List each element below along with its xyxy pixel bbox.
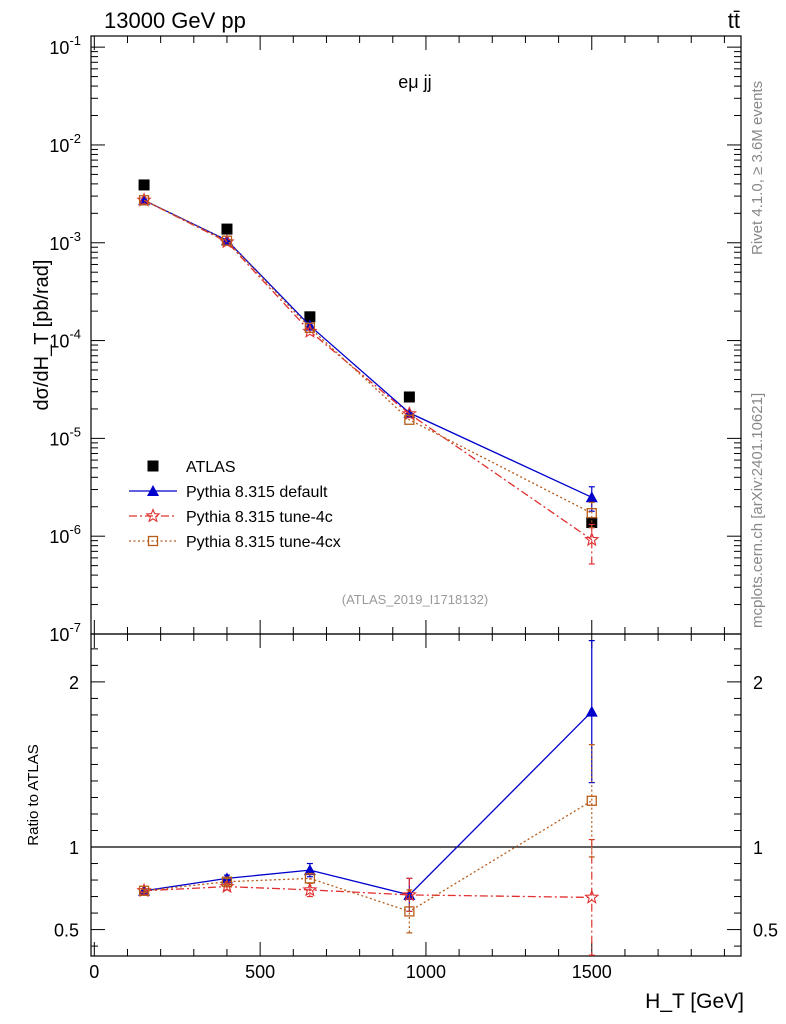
ratio-y-tick-label-right: 1 — [753, 838, 763, 858]
series-line — [143, 199, 593, 498]
data-point — [302, 881, 318, 897]
ratio-y-tick-label: 0.5 — [54, 921, 79, 941]
main-y-tick-label: 10-1 — [49, 33, 81, 58]
ratio-y-tick-label-right: 2 — [753, 673, 763, 693]
series-pythia-8-315-tune-4c — [136, 838, 600, 956]
series-atlas — [138, 179, 598, 529]
ratio-frame — [90, 633, 742, 957]
data-point — [304, 873, 316, 884]
selection-label: eμ jj — [398, 72, 431, 92]
x-tick-label: 1500 — [572, 962, 612, 982]
legend-label: Pythia 8.315 tune-4cx — [186, 534, 341, 551]
data-point — [304, 322, 316, 333]
legend-entry: Pythia 8.315 tune-4c — [129, 507, 333, 526]
data-point — [404, 414, 415, 425]
series-pythia-8-315-default — [138, 640, 598, 913]
data-point — [304, 311, 316, 323]
main-y-axis-label: dσ/dH_T [pb/rad] — [31, 260, 53, 411]
data-point — [221, 235, 233, 246]
data-point — [586, 795, 597, 806]
rivet-label: Rivet 4.1.0, ≥ 3.6M events — [749, 81, 766, 255]
legend-entry: Pythia 8.315 tune-4cx — [129, 534, 341, 551]
series-pythia-8-315-tune-4cx — [138, 744, 597, 934]
data-point — [404, 906, 415, 917]
ratio-y-tick-label: 1 — [69, 838, 79, 858]
series-line — [144, 800, 593, 913]
energy-label: 13000 GeV pp — [104, 8, 246, 33]
data-point — [585, 491, 598, 503]
data-point — [138, 179, 150, 191]
legend-label: ATLAS — [186, 459, 236, 476]
series-line — [144, 711, 593, 896]
ratio-panel: Ratio to ATLAS H_T [GeV] 0.5 0.5 1 1 2 2 0 500… — [25, 633, 778, 1013]
legend-label: Pythia 8.315 default — [186, 484, 328, 501]
data-point — [221, 223, 233, 235]
main-y-tick-label: 10-2 — [49, 131, 81, 156]
main-y-tick-label: 10-5 — [49, 424, 81, 449]
ratio-y-tick-label: 2 — [69, 673, 79, 693]
legend: ATLAS Pythia 8.315 default Pythia 8.315 tu… — [129, 459, 341, 551]
data-point — [138, 195, 150, 206]
main-panel: eμ jj (ATLAS_2019_I1718132) dσ/dH_T [pb/… — [31, 33, 742, 645]
series-pythia-8-315-tune-4cx — [138, 195, 597, 529]
legend-label: Pythia 8.315 tune-4c — [186, 509, 333, 526]
data-point — [303, 864, 316, 876]
x-tick-label: 500 — [245, 962, 275, 982]
x-tick-label: 0 — [89, 962, 99, 982]
main-y-tick-label: 10-6 — [49, 522, 81, 547]
data-point — [221, 876, 233, 887]
main-y-tick-label: 10-4 — [49, 327, 81, 352]
data-point — [584, 531, 600, 547]
main-y-tick-label: 10-7 — [49, 620, 81, 645]
data-point — [401, 405, 417, 421]
series-line — [143, 199, 593, 514]
data-point — [584, 889, 600, 904]
x-axis-label: H_T [GeV] — [645, 990, 744, 1013]
data-point — [585, 705, 598, 717]
mcplots-label: mcplots.cern.ch [arXiv:2401.10621] — [749, 393, 766, 628]
x-tick-label: 1000 — [406, 962, 446, 982]
data-point — [403, 391, 415, 403]
process-label: tt̄ — [728, 8, 740, 33]
ratio-y-tick-label-right: 0.5 — [753, 921, 778, 941]
data-point — [138, 885, 150, 896]
data-point — [401, 886, 417, 902]
data-point — [586, 517, 598, 529]
series-line — [144, 885, 592, 899]
legend-marker — [147, 485, 159, 496]
legend-marker — [147, 460, 159, 472]
legend-entry: ATLAS — [147, 459, 236, 476]
series-line — [143, 199, 593, 541]
legend-entry: Pythia 8.315 default — [129, 484, 328, 501]
legend-marker — [145, 507, 161, 523]
ratio-y-axis-label: Ratio to ATLAS — [25, 744, 42, 845]
legend-marker — [147, 535, 159, 547]
analysis-id: (ATLAS_2019_I1718132) — [342, 592, 488, 607]
data-point — [586, 508, 597, 519]
main-y-tick-label: 10-3 — [49, 229, 81, 254]
